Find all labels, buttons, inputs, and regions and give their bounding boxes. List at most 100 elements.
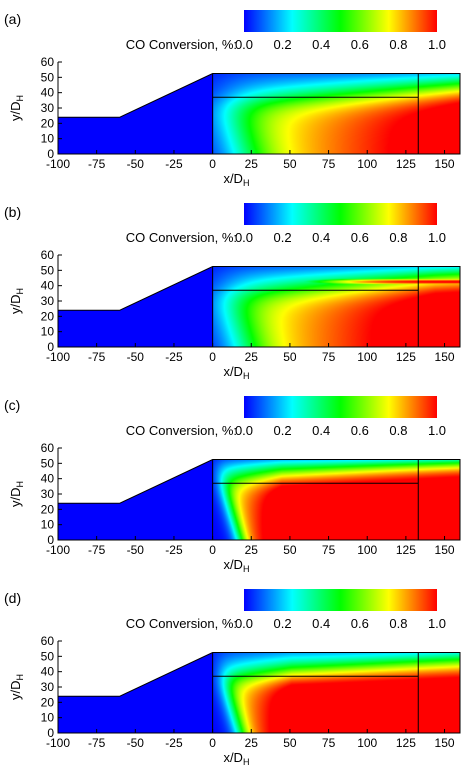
x-axis-label: x/DH <box>223 750 249 767</box>
y-axis-label: y/DH <box>8 95 25 121</box>
chart-panel-d: (d)CO Conversion, %:0.0 0.2 0.4 0.6 0.8 1.001… <box>4 589 461 767</box>
y-axis-label: y/DH <box>8 288 25 314</box>
x-tick-label: 0 <box>209 157 216 171</box>
chart-panel-b: (b)CO Conversion, %:0.0 0.2 0.4 0.6 0.8 1.001… <box>4 203 461 381</box>
y-tick-label: 10 <box>41 132 55 146</box>
colorbar-tick-label: 1.0 <box>428 37 446 52</box>
panel-label: (c) <box>4 397 20 413</box>
x-tick-label: 0 <box>209 350 216 364</box>
x-tick-label: 25 <box>245 350 259 364</box>
y-tick-label: 40 <box>41 279 55 293</box>
colorbar-tick-label: 0.4 <box>312 616 330 631</box>
x-tick-label: -100 <box>46 736 70 750</box>
y-tick-label: 40 <box>41 472 55 486</box>
colorbar-tick-label: 0.2 <box>274 230 292 245</box>
y-tick-label: 60 <box>41 55 55 69</box>
x-tick-label: -50 <box>127 157 145 171</box>
colorbar-tick-label: 0.8 <box>389 230 407 245</box>
x-tick-label: -50 <box>127 350 145 364</box>
x-tick-label: 25 <box>245 157 259 171</box>
x-tick-label: 100 <box>357 543 377 557</box>
y-tick-label: 0 <box>47 533 54 547</box>
y-tick-label: 30 <box>41 101 55 115</box>
colorbar-tick-label: 0.0 <box>235 616 253 631</box>
y-tick-label: 10 <box>41 518 55 532</box>
y-tick-label: 10 <box>41 711 55 725</box>
y-tick-label: 20 <box>41 309 55 323</box>
y-tick-label: 0 <box>47 147 54 161</box>
x-tick-label: 125 <box>396 350 416 364</box>
x-tick-label: 25 <box>245 736 259 750</box>
x-tick-label: 0 <box>209 736 216 750</box>
x-tick-label: 150 <box>435 543 455 557</box>
y-tick-label: 60 <box>41 248 55 262</box>
x-tick-label: 75 <box>322 157 336 171</box>
colorbar-tick-label: 1.0 <box>428 423 446 438</box>
colorbar-tick-label: 0.6 <box>351 37 369 52</box>
y-axis-label: y/DH <box>8 481 25 507</box>
colorbar-tick-label: 0.0 <box>235 37 253 52</box>
colorbar <box>244 10 437 32</box>
colorbar-label: CO Conversion, %: <box>126 37 237 52</box>
x-tick-label: -100 <box>46 157 70 171</box>
x-tick-label: 125 <box>396 736 416 750</box>
x-axis-label: x/DH <box>223 171 249 188</box>
x-tick-label: -100 <box>46 543 70 557</box>
heatmap-field <box>58 73 460 154</box>
x-tick-label: -25 <box>165 157 183 171</box>
y-tick-label: 60 <box>41 634 55 648</box>
x-tick-label: 150 <box>435 736 455 750</box>
colorbar-tick-label: 0.6 <box>351 230 369 245</box>
x-tick-label: -75 <box>88 157 106 171</box>
x-tick-label: -75 <box>88 350 106 364</box>
colorbar-tick-label: 0.4 <box>312 423 330 438</box>
colorbar-tick-label: 0.8 <box>389 37 407 52</box>
colorbar-tick-label: 0.6 <box>351 616 369 631</box>
panel-label: (b) <box>4 204 21 220</box>
x-tick-label: -50 <box>127 543 145 557</box>
colorbar <box>244 396 437 418</box>
x-tick-label: -75 <box>88 543 106 557</box>
colorbar-tick-label: 0.0 <box>235 230 253 245</box>
y-tick-label: 30 <box>41 294 55 308</box>
heatmap-field <box>58 652 460 733</box>
y-tick-label: 60 <box>41 441 55 455</box>
x-tick-label: 75 <box>322 543 336 557</box>
colorbar-label: CO Conversion, %: <box>126 616 237 631</box>
colorbar-tick-label: 0.8 <box>389 423 407 438</box>
x-tick-label: 50 <box>283 350 297 364</box>
heatmap-field <box>58 266 460 347</box>
x-tick-label: 0 <box>209 543 216 557</box>
y-tick-label: 20 <box>41 695 55 709</box>
x-tick-label: -50 <box>127 736 145 750</box>
colorbar-tick-label: 0.2 <box>274 423 292 438</box>
x-tick-label: 100 <box>357 736 377 750</box>
colorbar-label: CO Conversion, %: <box>126 230 237 245</box>
x-tick-label: -100 <box>46 350 70 364</box>
y-tick-label: 30 <box>41 680 55 694</box>
x-tick-label: 50 <box>283 543 297 557</box>
x-tick-label: 50 <box>283 736 297 750</box>
y-tick-label: 0 <box>47 340 54 354</box>
y-tick-label: 50 <box>41 70 55 84</box>
y-tick-label: 40 <box>41 86 55 100</box>
panel-label: (d) <box>4 590 21 606</box>
y-tick-label: 20 <box>41 116 55 130</box>
colorbar-tick-label: 0.2 <box>274 616 292 631</box>
y-tick-label: 50 <box>41 649 55 663</box>
colorbar-tick-label: 0.8 <box>389 616 407 631</box>
x-axis-label: x/DH <box>223 364 249 381</box>
x-tick-label: 125 <box>396 157 416 171</box>
x-tick-label: 75 <box>322 350 336 364</box>
chart-panel-a: (a)CO Conversion, %:0.0 0.2 0.4 0.6 0.8 1.001… <box>4 10 461 188</box>
x-tick-label: -25 <box>165 350 183 364</box>
x-axis-label: x/DH <box>223 557 249 574</box>
x-tick-label: 25 <box>245 543 259 557</box>
x-tick-label: -75 <box>88 736 106 750</box>
panel-label: (a) <box>4 11 21 27</box>
chart-panel-c: (c)CO Conversion, %:0.0 0.2 0.4 0.6 0.8 1.001… <box>4 396 461 574</box>
colorbar-tick-label: 0.6 <box>351 423 369 438</box>
y-tick-label: 10 <box>41 325 55 339</box>
